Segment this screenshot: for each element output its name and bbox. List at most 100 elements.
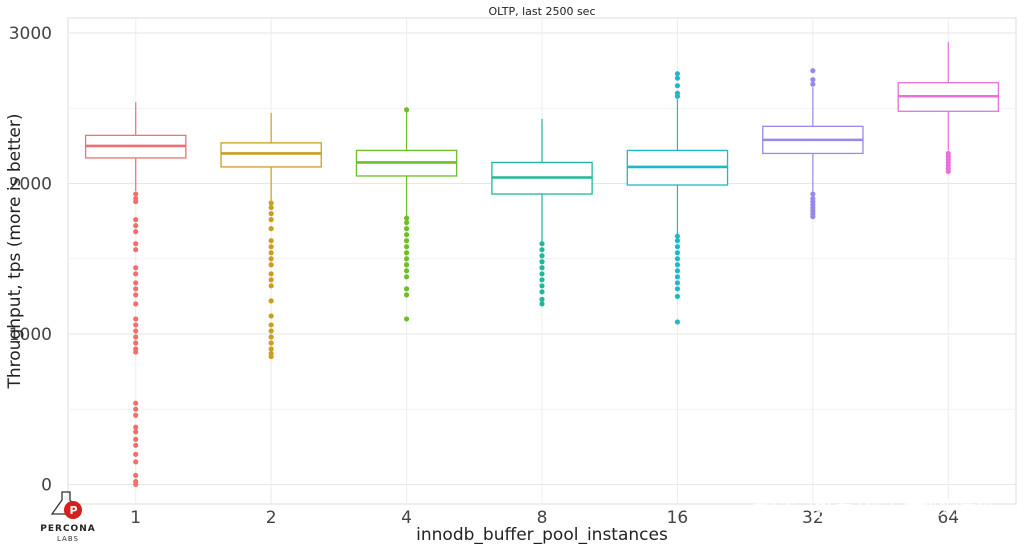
box-4 <box>355 107 458 322</box>
x-tick-label: 32 <box>802 508 824 528</box>
outlier-point <box>133 280 139 286</box>
outlier-point <box>133 436 139 442</box>
outlier-point <box>133 271 139 277</box>
outlier-point <box>268 313 274 319</box>
y-tick-label: 2000 <box>9 175 52 195</box>
y-tick-label: 1000 <box>9 325 52 345</box>
outlier-point <box>133 198 139 205</box>
outlier-point <box>268 244 274 250</box>
outlier-point <box>133 451 139 457</box>
percona-logo-mark <box>64 501 82 519</box>
outlier-point <box>268 200 274 206</box>
box-16 <box>626 71 729 325</box>
outlier-point <box>133 217 139 223</box>
outlier-point <box>674 75 681 81</box>
y-axis-label: Throughput, tps (more is better) <box>5 114 25 390</box>
box-2 <box>220 112 322 360</box>
outlier-point <box>539 301 545 307</box>
outlier-point <box>268 262 274 268</box>
y-axis-ticks: 0 1000 2000 3000 <box>9 24 52 495</box>
x-tick-label: 16 <box>667 508 689 528</box>
outlier-point <box>268 256 274 262</box>
outlier-point <box>268 334 274 340</box>
logo-brand-text: PERCONA <box>40 524 95 534</box>
outlier-point <box>539 241 545 247</box>
box-series <box>84 42 1000 488</box>
outlier-point <box>133 328 139 334</box>
box-32 <box>762 68 864 220</box>
outlier-point <box>403 220 410 226</box>
outlier-point <box>133 292 139 298</box>
outlier-point <box>268 211 274 217</box>
outlier-point <box>268 346 274 352</box>
outlier-point <box>133 286 139 292</box>
outlier-point <box>539 247 545 253</box>
chart-title: OLTP, last 2500 sec <box>489 5 596 18</box>
outlier-point <box>674 93 681 99</box>
outlier-point <box>403 268 410 274</box>
logo-sub-text: LABS <box>57 535 79 543</box>
outlier-point <box>133 265 139 271</box>
outlier-point <box>674 83 681 89</box>
outlier-point <box>403 244 410 250</box>
outlier-point <box>268 328 274 334</box>
outlier-point <box>133 400 139 406</box>
outlier-point <box>133 241 139 247</box>
outlier-point <box>539 259 545 265</box>
outlier-point <box>133 229 139 235</box>
x-axis-label: innodb_buffer_pool_instances <box>416 525 668 545</box>
outlier-point <box>268 283 274 289</box>
outlier-point <box>403 232 410 238</box>
percona-logo: P PERCONA LABS <box>40 491 95 543</box>
outlier-point <box>133 223 139 229</box>
outlier-point <box>133 349 139 355</box>
outlier-point <box>674 268 681 274</box>
outlier-point <box>674 274 681 280</box>
outlier-point <box>674 233 681 239</box>
outlier-point <box>539 265 545 271</box>
outlier-point <box>133 442 139 448</box>
y-tick-label: 0 <box>41 475 52 495</box>
outlier-point <box>268 340 274 346</box>
outlier-point <box>403 107 410 113</box>
watermark-text: 知乎 @爱可生云数据库 <box>752 492 1000 520</box>
outlier-point <box>810 68 816 74</box>
outlier-point <box>268 226 274 232</box>
outlier-point <box>674 280 681 286</box>
outlier-point <box>268 277 274 283</box>
outlier-point <box>403 215 410 221</box>
x-axis-ticks: 1 2 4 8 16 32 64 <box>130 508 959 528</box>
outlier-point <box>810 214 816 220</box>
outlier-point <box>268 322 274 328</box>
outlier-point <box>133 406 139 412</box>
outlier-point <box>268 204 274 211</box>
outlier-point <box>133 247 139 253</box>
outlier-point <box>133 316 139 322</box>
outlier-point <box>133 191 139 197</box>
outlier-point <box>403 238 410 244</box>
outlier-point <box>133 481 139 488</box>
outlier-point <box>810 77 816 83</box>
outlier-point <box>268 298 274 304</box>
x-tick-label: 8 <box>537 508 548 528</box>
percona-logo-glyph: P <box>70 504 78 517</box>
outlier-point <box>403 262 410 268</box>
outlier-point <box>674 238 681 244</box>
outlier-point <box>133 340 139 346</box>
outlier-point <box>539 253 545 259</box>
outlier-point <box>539 271 545 277</box>
outlier-point <box>268 217 274 223</box>
box-8 <box>491 118 593 307</box>
outlier-point <box>268 238 274 244</box>
outlier-point <box>133 322 139 328</box>
outlier-point <box>674 71 681 77</box>
outlier-point <box>268 250 274 256</box>
x-tick-label: 1 <box>130 508 141 528</box>
outlier-point <box>403 226 410 232</box>
outlier-point <box>403 286 410 292</box>
outlier-point <box>539 283 545 289</box>
outlier-point <box>403 250 410 256</box>
outlier-point <box>539 296 545 302</box>
outlier-point <box>403 292 410 298</box>
